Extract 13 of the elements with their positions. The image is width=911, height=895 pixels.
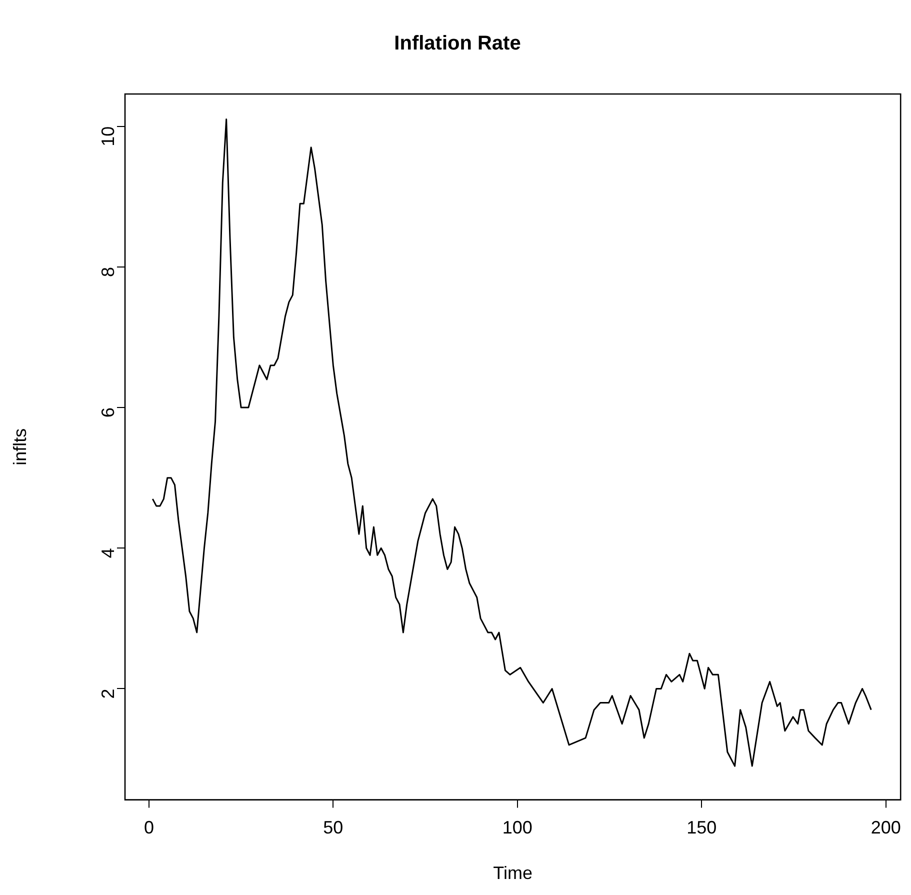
y-tick-label: 10	[98, 126, 118, 146]
y-tick-label: 6	[98, 408, 118, 418]
y-tick-label: 8	[98, 266, 118, 277]
x-tick-label: 200	[870, 818, 901, 838]
x-tick-label: 100	[502, 818, 532, 838]
y-axis-title: inflts	[10, 428, 30, 466]
x-tick-label: 50	[323, 818, 344, 838]
y-tick-label: 2	[98, 688, 118, 699]
x-tick-label: 150	[686, 818, 717, 838]
x-axis-title: Time	[493, 863, 532, 884]
y-tick-label: 4	[98, 548, 118, 558]
x-tick-label: 0	[144, 818, 154, 838]
chart-title: Inflation Rate	[394, 32, 521, 55]
